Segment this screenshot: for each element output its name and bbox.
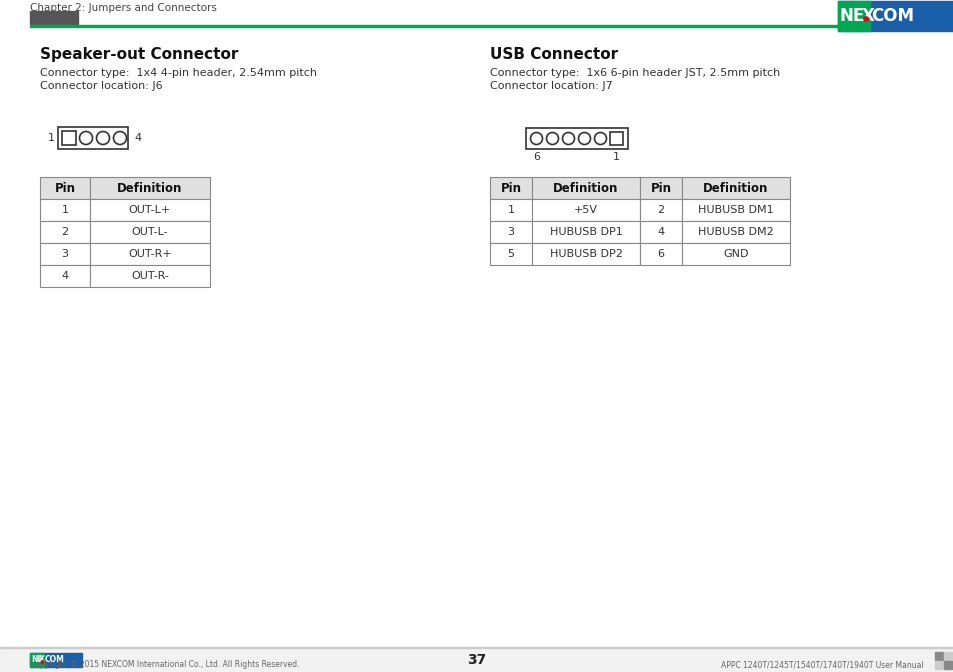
Text: COM: COM: [870, 7, 913, 25]
Text: 6: 6: [657, 249, 664, 259]
Text: HUBUSB DP1: HUBUSB DP1: [549, 227, 621, 237]
Bar: [30, 653, 82, 667]
Text: 3: 3: [61, 249, 69, 259]
Bar: [90, 221, 210, 243]
Text: 1: 1: [507, 205, 514, 215]
Bar: [681, 221, 789, 243]
Text: Connector location: J6: Connector location: J6: [40, 81, 162, 91]
Text: Chapter 2: Jumpers and Connectors: Chapter 2: Jumpers and Connectors: [30, 3, 216, 13]
Bar: [837, 1, 869, 31]
Bar: [532, 243, 639, 265]
Bar: [934, 652, 942, 660]
Bar: [40, 221, 90, 243]
Bar: [681, 243, 789, 265]
Text: 1: 1: [48, 133, 55, 143]
Bar: [639, 221, 681, 243]
Bar: [490, 199, 532, 221]
Text: OUT-R-: OUT-R-: [131, 271, 169, 281]
Circle shape: [41, 661, 44, 663]
Bar: [0, 648, 953, 672]
Bar: [943, 652, 951, 660]
Bar: [943, 661, 951, 669]
Text: OUT-L+: OUT-L+: [129, 205, 171, 215]
Text: 37: 37: [467, 653, 486, 667]
Bar: [609, 132, 622, 145]
Bar: [62, 131, 76, 145]
Text: Definition: Definition: [702, 181, 768, 194]
Bar: [532, 177, 639, 199]
Text: Pin: Pin: [650, 181, 671, 194]
Bar: [40, 265, 90, 287]
Text: COM: COM: [45, 655, 64, 665]
Text: 6: 6: [533, 152, 539, 162]
Bar: [490, 221, 532, 243]
Text: 2: 2: [61, 227, 69, 237]
Text: 5: 5: [507, 249, 514, 259]
Bar: [490, 177, 532, 199]
Text: Connector type:  1x4 4-pin header, 2.54mm pitch: Connector type: 1x4 4-pin header, 2.54mm…: [40, 68, 316, 78]
Bar: [40, 199, 90, 221]
Bar: [681, 177, 789, 199]
Text: HUBUSB DM2: HUBUSB DM2: [698, 227, 773, 237]
Text: Definition: Definition: [553, 181, 618, 194]
Text: 4: 4: [61, 271, 69, 281]
Text: Speaker-out Connector: Speaker-out Connector: [40, 47, 238, 62]
Text: 4: 4: [657, 227, 664, 237]
Bar: [490, 243, 532, 265]
Bar: [40, 177, 90, 199]
Bar: [532, 199, 639, 221]
Bar: [525, 128, 627, 149]
Bar: [30, 24, 923, 27]
Bar: [639, 177, 681, 199]
Bar: [681, 199, 789, 221]
Bar: [90, 243, 210, 265]
Text: OUT-R+: OUT-R+: [128, 249, 172, 259]
Text: X: X: [862, 7, 874, 25]
Bar: [0, 646, 953, 648]
Text: Pin: Pin: [54, 181, 75, 194]
Text: GND: GND: [722, 249, 748, 259]
Text: USB Connector: USB Connector: [490, 47, 618, 62]
Text: 2: 2: [657, 205, 664, 215]
Text: OUT-L-: OUT-L-: [132, 227, 168, 237]
Text: Connector type:  1x6 6-pin header JST, 2.5mm pitch: Connector type: 1x6 6-pin header JST, 2.…: [490, 68, 780, 78]
Bar: [90, 177, 210, 199]
Text: Pin: Pin: [500, 181, 521, 194]
Text: 1: 1: [61, 205, 69, 215]
Text: Definition: Definition: [117, 181, 182, 194]
Text: NE: NE: [30, 655, 43, 665]
Bar: [58, 127, 128, 149]
Bar: [934, 661, 942, 669]
Bar: [532, 221, 639, 243]
Text: HUBUSB DM1: HUBUSB DM1: [698, 205, 773, 215]
Circle shape: [862, 17, 867, 22]
Text: X: X: [39, 655, 45, 665]
Text: 4: 4: [133, 133, 141, 143]
Bar: [837, 1, 953, 31]
Bar: [30, 653, 44, 667]
Text: Copyright © 2015 NEXCOM International Co., Ltd. All Rights Reserved.: Copyright © 2015 NEXCOM International Co…: [30, 660, 299, 669]
Bar: [40, 243, 90, 265]
Text: 3: 3: [507, 227, 514, 237]
Bar: [639, 199, 681, 221]
Text: Connector location: J7: Connector location: J7: [490, 81, 612, 91]
Bar: [30, 11, 78, 24]
Bar: [90, 265, 210, 287]
Bar: [90, 199, 210, 221]
Bar: [639, 243, 681, 265]
Text: 1: 1: [613, 152, 619, 162]
Text: NE: NE: [840, 7, 864, 25]
Text: HUBUSB DP2: HUBUSB DP2: [549, 249, 621, 259]
Text: APPC 1240T/1245T/1540T/1740T/1940T User Manual: APPC 1240T/1245T/1540T/1740T/1940T User …: [720, 660, 923, 669]
Text: +5V: +5V: [574, 205, 598, 215]
